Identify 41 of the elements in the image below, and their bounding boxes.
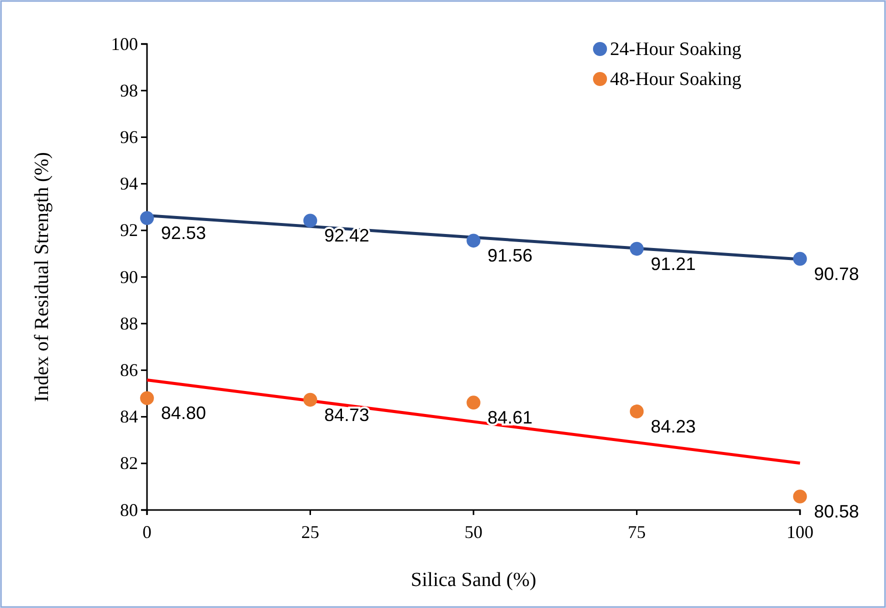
x-tick-label: 75 xyxy=(628,522,646,542)
legend-label: 48-Hour Soaking xyxy=(610,69,742,90)
data-label: 91.56 xyxy=(488,246,533,266)
data-label: 84.23 xyxy=(650,416,696,436)
y-tick-label: 90 xyxy=(120,266,138,287)
point xyxy=(793,252,807,266)
y-tick-label: 94 xyxy=(120,174,138,194)
point xyxy=(303,392,318,407)
y-tick-label: 82 xyxy=(120,453,138,474)
y-tick-label: 96 xyxy=(120,126,138,147)
point xyxy=(466,396,480,410)
y-tick-label: 92 xyxy=(120,220,138,240)
y-tick-label: 98 xyxy=(120,80,138,100)
data-label: 84.80 xyxy=(161,403,206,424)
y-axis-title: Index of Residual Strength (%) xyxy=(31,152,53,402)
x-tick-label: 100 xyxy=(786,522,814,542)
point xyxy=(630,404,644,418)
y-tick-label: 84 xyxy=(120,406,138,427)
x-tick-label: 0 xyxy=(142,522,152,542)
y-tick-label: 100 xyxy=(111,34,138,54)
data-label: 91.21 xyxy=(650,254,696,274)
data-label: 84.73 xyxy=(324,404,370,425)
x-tick-label: 50 xyxy=(464,522,482,542)
x-axis-title: Silica Sand (%) xyxy=(410,569,536,591)
x-tick-label: 25 xyxy=(301,522,320,542)
data-label: 92.53 xyxy=(161,223,206,244)
point xyxy=(466,234,480,248)
data-label: 80.58 xyxy=(814,501,860,522)
point xyxy=(140,211,154,225)
point xyxy=(630,242,644,256)
y-tick-label: 88 xyxy=(120,313,138,334)
y-tick-label: 80 xyxy=(120,500,138,520)
data-label: 92.42 xyxy=(324,226,370,246)
point xyxy=(793,490,807,504)
point xyxy=(303,214,318,228)
point xyxy=(140,391,154,406)
y-tick-label: 86 xyxy=(120,360,138,380)
data-label: 84.61 xyxy=(488,408,533,428)
legend-label: 24-Hour Soaking xyxy=(610,39,742,60)
data-label: 90.78 xyxy=(814,264,860,284)
line-series xyxy=(146,378,802,465)
